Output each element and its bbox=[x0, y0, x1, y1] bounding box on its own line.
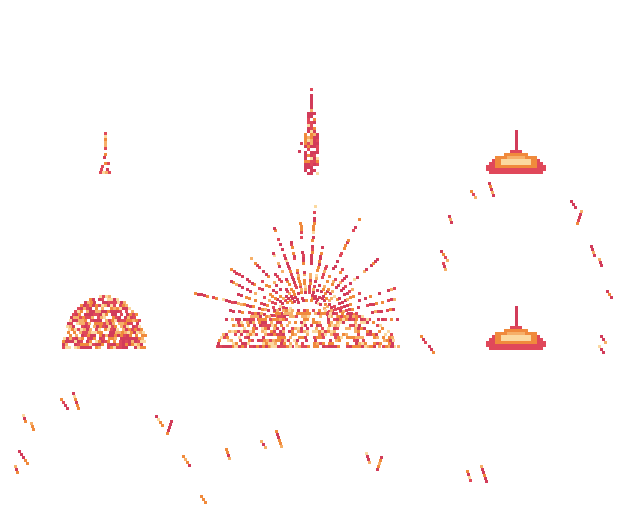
tall-flame-spike-sprite bbox=[298, 88, 319, 175]
fire-dome-bottom-sprite bbox=[486, 306, 546, 350]
fire-dome-top-sprite bbox=[486, 130, 546, 174]
burst-explosion-sprite bbox=[194, 205, 400, 348]
small-spark-sprite bbox=[99, 132, 111, 174]
ember-mound-sprite bbox=[62, 295, 147, 349]
